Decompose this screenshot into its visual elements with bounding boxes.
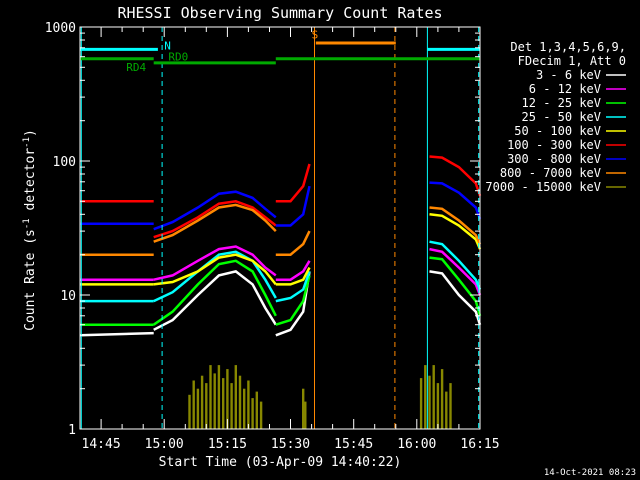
series-8-bar-8 <box>222 378 225 429</box>
series-6-segment-1 <box>153 190 277 231</box>
series-8-bar-15 <box>251 398 254 429</box>
series-8-bar-23 <box>432 365 435 429</box>
series-7-segment-2 <box>275 230 311 256</box>
series-8-bar-25 <box>440 369 444 429</box>
series-5-segment-2 <box>275 163 311 203</box>
series-5-segment-3 <box>429 155 482 197</box>
series-8-bar-4 <box>205 383 208 429</box>
series-3-segment-1 <box>153 250 277 303</box>
annotation-rd4: RD4 <box>126 61 146 74</box>
series-7-segment-1 <box>153 203 277 243</box>
legend-label-7: 800 - 7000 keV <box>500 166 601 180</box>
series-8-bar-2 <box>196 388 200 429</box>
x-tick-label: 15:45 <box>334 437 373 452</box>
x-tick-label: 15:30 <box>271 437 310 452</box>
legend-label-0: 3 - 6 keV <box>536 68 601 82</box>
x-axis-label: Start Time (03-Apr-09 14:40:22) <box>159 455 402 470</box>
plot-frame <box>79 26 481 430</box>
y-tick-label: 10 <box>60 289 76 304</box>
x-tick-label: 14:45 <box>82 437 121 452</box>
series-1-segment-3 <box>429 247 482 296</box>
y-tick-label: 1 <box>68 423 76 438</box>
series-8-bar-6 <box>213 373 216 429</box>
series-8-bar-26 <box>445 391 448 429</box>
series-0-segment-1 <box>153 270 277 331</box>
legend-label-6: 300 - 800 keV <box>507 152 601 166</box>
series-4-segment-3 <box>429 213 482 250</box>
series-8-bar-13 <box>243 388 246 429</box>
x-tick-label: 16:00 <box>397 437 436 452</box>
series-4-segment-1 <box>153 253 277 286</box>
series-8-bar-22 <box>428 375 431 429</box>
series-8-bar-7 <box>217 365 221 429</box>
marker-layer <box>80 27 480 429</box>
series-6-segment-3 <box>429 181 482 220</box>
series-2-segment-3 <box>429 256 482 317</box>
series-8-bar-17 <box>259 401 263 429</box>
series-1-segment-2 <box>275 260 311 281</box>
legend-header-line-2: FDecim 1, Att 0 <box>518 54 626 68</box>
series-7-segment-3 <box>429 206 482 245</box>
legend-label-3: 25 - 50 keV <box>522 110 601 124</box>
series-4-segment-2 <box>275 267 311 286</box>
series-2-segment-2 <box>275 275 311 326</box>
legend-label-8: 7000 - 15000 keV <box>485 180 601 194</box>
annotation-rd0: RD0 <box>168 51 188 64</box>
series-8-bar-0 <box>188 394 191 429</box>
series-8-bar-27 <box>449 383 452 429</box>
y-axis-label: Count Rate (s-1 detector-1) <box>22 129 38 331</box>
legend-label-4: 50 - 100 keV <box>514 124 601 138</box>
series-8-bar-10 <box>230 383 233 429</box>
series-8-bar-24 <box>436 383 440 429</box>
x-tick-label: 16:15 <box>460 437 499 452</box>
series-5-segment-1 <box>153 200 277 239</box>
x-tick-label: 15:00 <box>145 437 184 452</box>
legend-label-1: 6 - 12 keV <box>529 82 601 96</box>
chart-title: RHESSI Observing Summary Count Rates <box>117 4 442 22</box>
legend-label-5: 100 - 300 keV <box>507 138 601 152</box>
legend: Det 1,3,4,5,6,9, FDecim 1, Att 0 3 - 6 k… <box>485 40 626 194</box>
y-tick-label: 100 <box>53 155 76 170</box>
footer-timestamp: 14-Oct-2021 08:23 <box>544 468 636 478</box>
y-tick-label: 1000 <box>45 21 76 36</box>
series-8-bar-14 <box>247 380 250 429</box>
series-8-bar-21 <box>424 365 427 429</box>
series-layer <box>79 155 482 429</box>
series-2-segment-1 <box>152 259 277 326</box>
series-8-bar-19 <box>304 401 307 429</box>
series-8-bar-3 <box>200 375 204 429</box>
series-8-bar-20 <box>419 378 423 429</box>
series-0-segment-0 <box>79 331 154 337</box>
x-axis: 14:45 15:00 15:15 15:30 15:45 16:00 16:15 <box>79 27 500 452</box>
annotation-s: S <box>312 29 319 42</box>
series-8-bar-16 <box>255 391 258 429</box>
series-8-bar-1 <box>192 380 195 429</box>
series-8-bar-18 <box>302 388 305 429</box>
legend-label-2: 12 - 25 keV <box>522 96 601 110</box>
series-8-bar-5 <box>209 365 212 429</box>
series-3-segment-3 <box>429 240 482 290</box>
series-1-segment-1 <box>153 245 277 281</box>
series-8-bar-9 <box>226 369 229 429</box>
y-axis: 1 10 100 1000 <box>45 21 480 438</box>
annotation-n: N <box>164 39 171 52</box>
legend-header-line-1: Det 1,3,4,5,6,9, <box>510 40 626 54</box>
series-8-bar-12 <box>238 375 242 429</box>
series-8-bar-11 <box>234 365 237 429</box>
series-3-segment-2 <box>275 270 311 303</box>
x-tick-label: 15:15 <box>208 437 247 452</box>
series-6-segment-2 <box>275 185 311 227</box>
series-0-segment-2 <box>275 271 311 337</box>
